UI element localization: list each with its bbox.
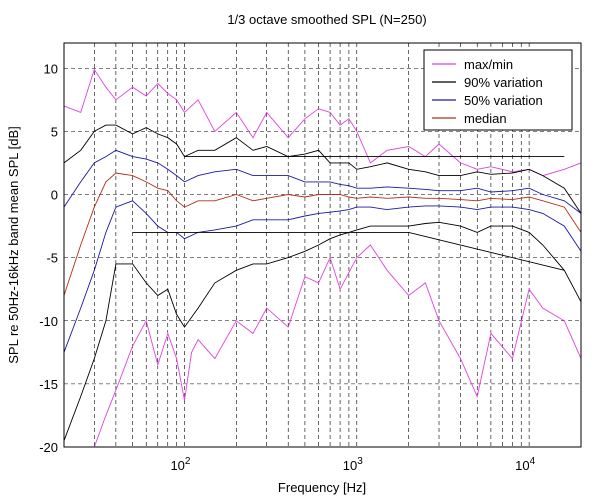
y-tick-label: -15 (39, 377, 58, 392)
legend-box (423, 49, 573, 131)
y-tick-label: 10 (44, 61, 58, 76)
y-tick-label: 5 (51, 124, 58, 139)
series-line (63, 124, 582, 214)
legend-label: 50% variation (464, 93, 543, 108)
legend-label: max/min (464, 57, 513, 72)
series-line (63, 221, 582, 441)
legend-label: 90% variation (464, 75, 543, 90)
legend: max/min 90% variation 50% variation median (423, 49, 573, 131)
series-layer (63, 68, 582, 448)
plot-frame (63, 42, 582, 448)
x-tick-label: 102 (170, 456, 190, 473)
x-tick-labels: 102 103 104 (170, 456, 535, 473)
y-tick-labels: 10 5 0 -5 -10 -15 -20 (39, 61, 58, 455)
x-tick-label: 103 (343, 456, 363, 473)
y-tick-label: -10 (39, 314, 58, 329)
y-axis-label: SPL re 50Hz-16kHz band mean SPL [dB] (6, 126, 21, 364)
series-line (63, 149, 582, 214)
series-line (63, 200, 582, 353)
y-tick-label: -5 (46, 251, 58, 266)
y-tick-label: -20 (39, 440, 58, 455)
series-line (63, 68, 582, 177)
envelope-layer (132, 156, 565, 271)
series-line (63, 172, 582, 296)
legend-label: median (464, 111, 507, 126)
series-line (93, 244, 582, 448)
grid-lines (64, 43, 581, 447)
x-axis-label: Frequency [Hz] (278, 480, 366, 495)
envelope-line (132, 231, 565, 271)
y-tick-label: 0 (51, 188, 58, 203)
x-tick-label: 104 (515, 456, 535, 473)
chart-title: 1/3 octave smoothed SPL (N=250) (227, 12, 426, 27)
